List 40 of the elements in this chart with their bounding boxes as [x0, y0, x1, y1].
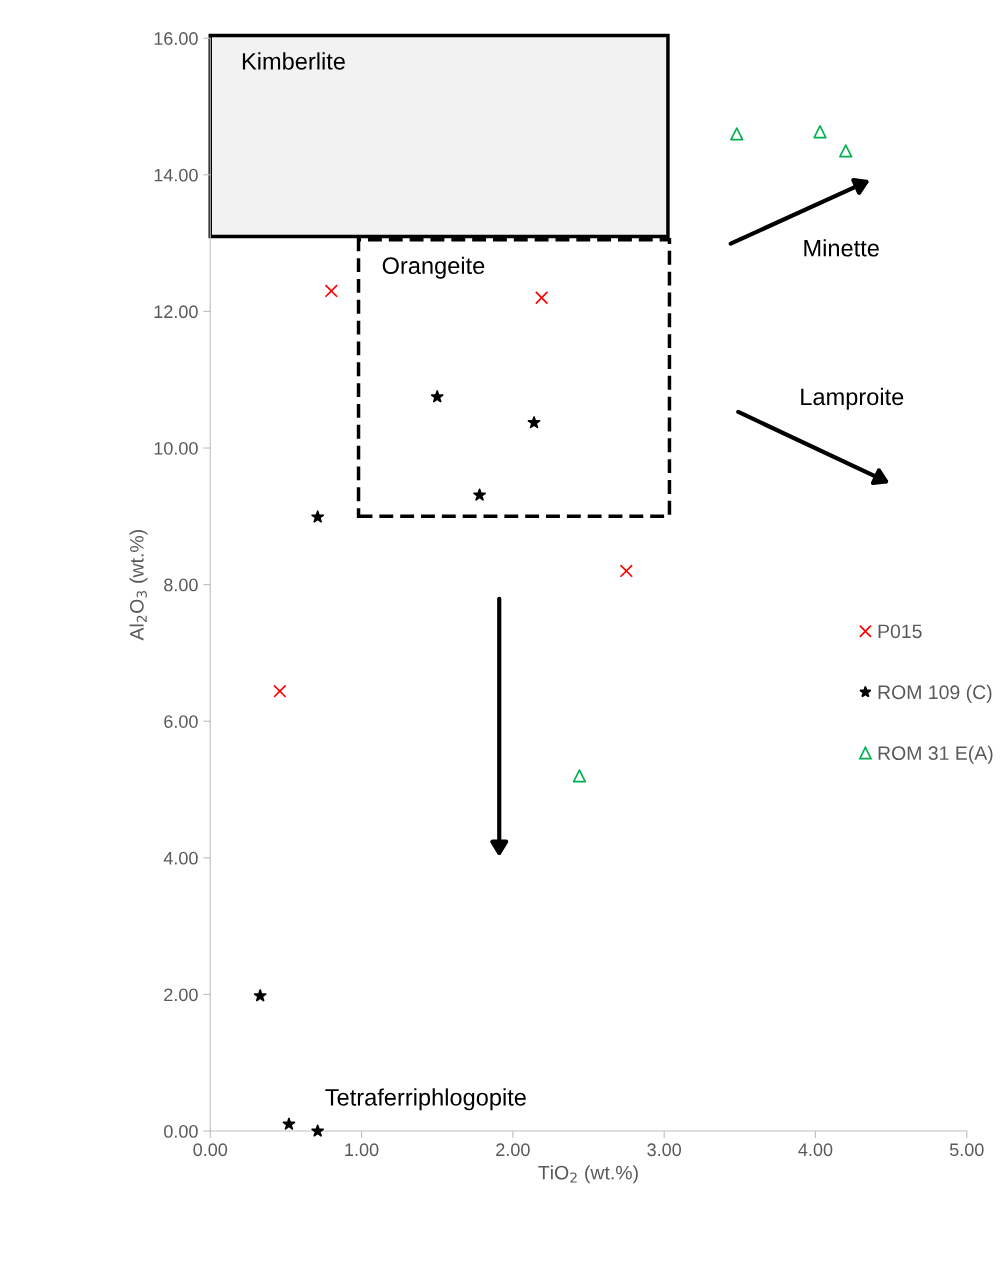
point	[273, 684, 287, 698]
y-tick-label: 0.00	[164, 1124, 198, 1138]
y-tick-label: 12.00	[154, 305, 198, 319]
x-tick-label: 0.00	[193, 1143, 228, 1157]
y-tick-label: 10.00	[154, 441, 198, 455]
y-tick-label: 16.00	[154, 32, 198, 45]
y-tick-label: 6.00	[164, 715, 198, 728]
point	[282, 1117, 296, 1130]
point	[534, 291, 549, 305]
x-tick-label: 1.00	[345, 1143, 379, 1157]
point	[619, 564, 633, 578]
point	[730, 127, 744, 141]
point	[839, 144, 853, 158]
point	[813, 125, 827, 139]
point	[253, 989, 267, 1002]
point	[311, 1124, 325, 1137]
y-tick-label: 8.00	[164, 578, 198, 592]
legend-label: ROM 31 E(A)	[878, 745, 993, 764]
point	[473, 488, 486, 501]
annotation: Minette	[804, 239, 879, 257]
x-tick-label: 3.00	[647, 1143, 682, 1157]
y-axis-title: Al$_{2}$O$_{3}$ (wt.%)	[129, 530, 148, 641]
point	[324, 284, 338, 298]
annotation: Kimberlite	[242, 52, 345, 70]
point	[527, 416, 541, 429]
annotation: Tetraferriphlogopite	[325, 1088, 526, 1111]
y-tick-label: 2.00	[164, 988, 198, 1002]
x-tick-label: 5.00	[949, 1143, 984, 1157]
x-tick-label: 4.00	[798, 1143, 833, 1157]
y-tick-label: 14.00	[154, 168, 198, 182]
point	[430, 390, 444, 403]
legend-label: P015	[878, 624, 922, 639]
point	[572, 769, 587, 783]
x-tick-label: 2.00	[496, 1143, 530, 1157]
annotation: Lamproite	[801, 387, 904, 410]
x-axis-title: TiO$_{2}$ (wt.%)	[538, 1165, 638, 1184]
y-tick-label: 4.00	[163, 851, 198, 865]
point	[311, 510, 325, 523]
legend-label: ROM 109 (C)	[878, 684, 992, 703]
annotation: Orangeite	[382, 256, 485, 279]
